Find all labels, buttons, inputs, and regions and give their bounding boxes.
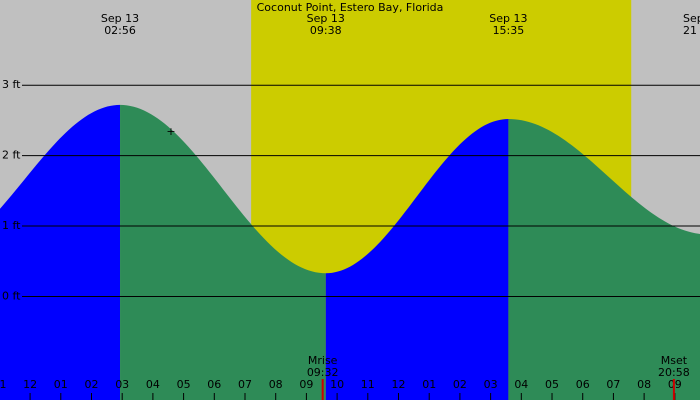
extreme-date: Sep <box>683 12 700 25</box>
falling-tide <box>120 104 326 400</box>
moon-event: Mset <box>661 354 688 367</box>
x-tick-label: 09 <box>299 378 313 391</box>
x-tick-label: 05 <box>545 378 559 391</box>
extreme-time: 15:35 <box>493 24 525 37</box>
x-tick-label: 1 <box>0 378 7 391</box>
x-tick-label: 04 <box>146 378 160 391</box>
x-tick-label: 08 <box>637 378 651 391</box>
x-tick-label: 11 <box>361 378 375 391</box>
x-tick-label: 03 <box>484 378 498 391</box>
extreme-time: 21 <box>683 24 697 37</box>
extreme-date: Sep 13 <box>489 12 527 25</box>
x-tick-label: 06 <box>576 378 590 391</box>
x-tick-label: 02 <box>84 378 98 391</box>
moon-event: Mrise <box>308 354 338 367</box>
x-tick-label: 02 <box>453 378 467 391</box>
rising-tide <box>325 119 509 400</box>
extreme-date: Sep 13 <box>307 12 345 25</box>
extreme-date: Sep 13 <box>101 12 139 25</box>
x-tick-label: 12 <box>23 378 37 391</box>
x-tick-label: 01 <box>422 378 436 391</box>
x-tick-label: 12 <box>392 378 406 391</box>
x-tick-label: 10 <box>330 378 344 391</box>
x-tick-label: 07 <box>606 378 620 391</box>
chart-title: Coconut Point, Estero Bay, Florida <box>257 1 444 14</box>
cursor: + <box>166 125 175 138</box>
moon-time: 20:58 <box>658 366 690 379</box>
y-tick-label: 0 ft <box>2 289 21 302</box>
y-tick-label: 2 ft <box>2 149 21 162</box>
y-tick-label: 3 ft <box>2 78 21 91</box>
x-tick-label: 05 <box>177 378 191 391</box>
x-tick-label: 01 <box>54 378 68 391</box>
extreme-time: 02:56 <box>104 24 136 37</box>
moon-time: 09:32 <box>307 366 339 379</box>
x-tick-label: 08 <box>269 378 283 391</box>
rising-tide <box>0 104 121 400</box>
y-tick-label: 1 ft <box>2 219 21 232</box>
x-tick-label: 06 <box>207 378 221 391</box>
x-tick-label: 04 <box>514 378 528 391</box>
x-tick-label: 07 <box>238 378 252 391</box>
x-tick-label: 03 <box>115 378 129 391</box>
extreme-time: 09:38 <box>310 24 342 37</box>
falling-tide <box>508 119 700 400</box>
